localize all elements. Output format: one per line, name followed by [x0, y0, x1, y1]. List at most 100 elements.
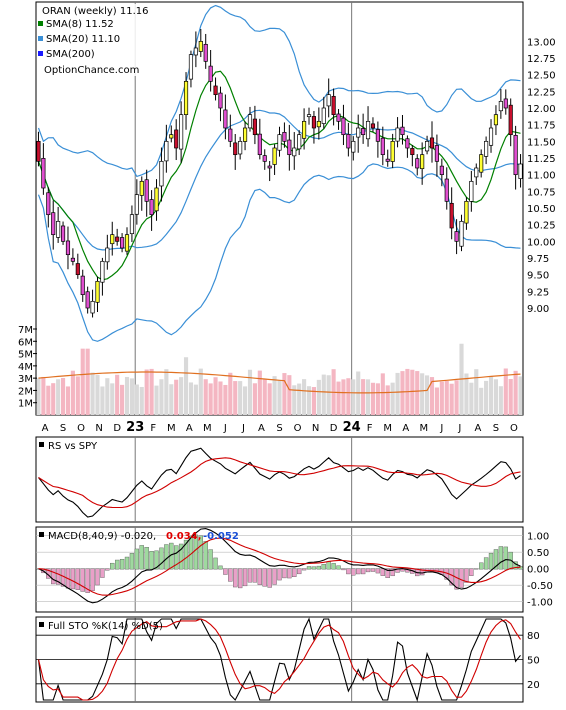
volume-bar [282, 373, 287, 415]
macd-histogram-bar [370, 568, 376, 572]
x-tick-label: M [203, 423, 212, 434]
candle-body [169, 134, 174, 139]
macd-histogram-bar [267, 568, 272, 588]
legend-source: OptionChance.com [44, 65, 139, 76]
macd-histogram-bar [105, 568, 110, 571]
volume-bar [272, 376, 277, 415]
candle-body [233, 142, 238, 156]
candle-body [479, 154, 484, 173]
volume-bar [474, 369, 479, 415]
indicator-series [36, 447, 523, 702]
macd-histogram-bar [390, 568, 395, 577]
volume-bar [292, 385, 297, 415]
sto-tick-label: 20 [527, 680, 540, 691]
candle-body [65, 240, 71, 256]
macd-histogram-bar [75, 568, 80, 590]
volume-average-line [38, 371, 521, 394]
macd-histogram-bar [351, 568, 356, 576]
candle-body [60, 225, 66, 242]
candle-body [370, 123, 376, 129]
volume-bar [228, 372, 233, 415]
x-tick-label: F [367, 423, 373, 434]
price-tick-label: 10.50 [527, 204, 556, 215]
candle-body [164, 140, 169, 162]
candle-body [80, 275, 85, 296]
macd-histogram-bar [474, 568, 479, 570]
sto-tick-label: 80 [527, 631, 540, 642]
volume-bar [449, 383, 454, 415]
candle-body [144, 179, 149, 202]
candle-body [464, 200, 469, 224]
macd-histogram-bar [85, 568, 90, 593]
candle-body [223, 109, 228, 129]
price-tick-label: 12.50 [527, 71, 556, 82]
candle-body [277, 134, 282, 151]
macd-histogram-bar [154, 550, 159, 570]
candle-body [282, 131, 287, 142]
macd-histogram-bar [385, 568, 390, 579]
volume-tick-label: 1M [18, 399, 33, 410]
rs-legend-swatch [39, 442, 44, 447]
macd-histogram-bar [218, 565, 223, 570]
volume-bar [336, 381, 341, 415]
macd-histogram-bar [95, 568, 100, 586]
candle-body [188, 54, 194, 80]
candle-body [85, 291, 90, 309]
volume-bar [85, 348, 90, 415]
candle-body [434, 145, 439, 162]
macd-histogram-bar [129, 553, 135, 570]
volume-bar [306, 386, 312, 415]
candle-body [361, 128, 366, 136]
candle-body [124, 234, 130, 252]
candle-body [439, 165, 444, 176]
volume-bar [425, 375, 430, 415]
volume-bar [257, 370, 262, 415]
volume-bar [46, 385, 51, 415]
volume-tick-label: 6M [18, 337, 33, 348]
macd-histogram-bar [326, 561, 331, 570]
volume-tick-label: 7M [18, 325, 33, 336]
volume-tick-label: 5M [18, 350, 33, 361]
volume-bar [164, 369, 169, 415]
volume-bar [385, 385, 390, 415]
price-tick-label: 12.25 [527, 87, 556, 98]
volume-bar [370, 382, 376, 415]
volume-bar [429, 377, 435, 415]
macd-label: MACD(8,40,9) -0.020, [48, 531, 156, 542]
macd-histogram-bar [100, 568, 105, 578]
volume-bar [193, 384, 198, 415]
candle-body [238, 140, 243, 155]
volume-bar [36, 378, 41, 415]
rs-label: RS vs SPY [48, 441, 98, 452]
macd-histogram-bar [223, 568, 228, 575]
macd-histogram-bar [149, 551, 154, 570]
price-tick-label: 12.75 [527, 54, 556, 65]
volume-bar [203, 379, 208, 415]
volume-bar [365, 379, 371, 415]
candle-body [193, 47, 198, 56]
candle-body [36, 140, 41, 162]
volume-bar [380, 373, 385, 415]
legend-box [38, 4, 158, 76]
price-tick-label: 9.50 [527, 271, 549, 282]
volume-bar [183, 357, 189, 415]
candle-body [306, 114, 312, 118]
candle-body [518, 163, 523, 179]
candle-body [247, 114, 253, 129]
volume-bar [124, 376, 130, 415]
volume-bar [479, 387, 484, 415]
volume-bar [70, 370, 75, 415]
candle-body [449, 202, 454, 229]
axis-labels: A S O N D 23 F M A M J J A S O N D 24 F M A M J J A S O9.009.259.5… [18, 37, 556, 690]
volume-bar [51, 383, 56, 415]
candle-body [228, 128, 233, 142]
x-tick-label: A [402, 423, 409, 434]
volume-bar [415, 371, 420, 415]
macd-histogram-bar [277, 568, 282, 581]
x-tick-label: F [150, 423, 156, 434]
price-tick-label: 11.50 [527, 137, 556, 148]
candle-body [316, 120, 321, 128]
candle-body [267, 165, 272, 169]
macd-histogram-bar [488, 552, 494, 570]
volume-bar [503, 368, 508, 415]
